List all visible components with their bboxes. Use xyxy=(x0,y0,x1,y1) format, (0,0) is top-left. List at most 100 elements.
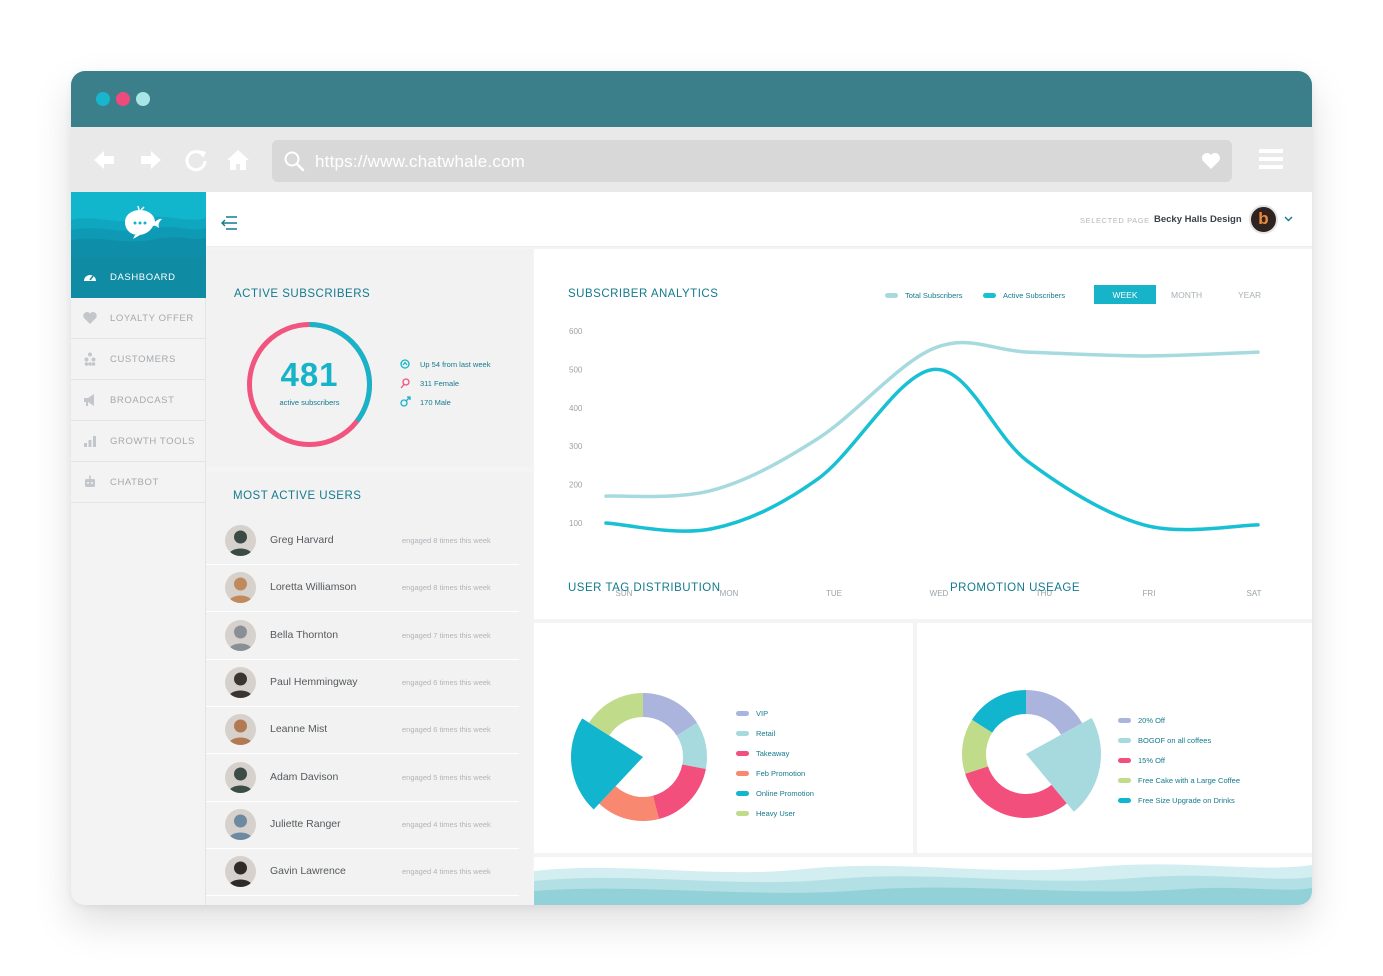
url-text[interactable]: https://www.chatwhale.com xyxy=(315,152,526,171)
sidebar-item-label: LOYALTY OFFER xyxy=(110,313,194,324)
legend-swatch xyxy=(1118,798,1131,803)
hamburger-menu-icon[interactable] xyxy=(1259,147,1283,171)
sidebar-item-broadcast[interactable]: BROADCAST xyxy=(71,380,206,421)
y-tick-label: 400 xyxy=(569,404,583,413)
title-bar xyxy=(71,71,1312,127)
x-tick-label: SAT xyxy=(1247,589,1262,598)
brand-logo[interactable] xyxy=(71,192,206,257)
user-name[interactable]: Loretta Williamson xyxy=(270,581,357,594)
pie-slice xyxy=(971,690,1026,733)
list-item[interactable]: Gavin Lawrence engaged 4 times this week xyxy=(206,848,519,897)
sidebar: DASHBOARD LOYALTY OFFER CUSTOMERS BR xyxy=(71,192,206,905)
selected-page-label: SELECTED PAGE xyxy=(1080,216,1150,225)
avatar[interactable] xyxy=(225,525,256,556)
sidebar-item-customers[interactable]: CUSTOMERS xyxy=(71,339,206,380)
heart-icon xyxy=(83,312,97,324)
user-name[interactable]: Greg Harvard xyxy=(270,534,334,546)
avatar[interactable] xyxy=(225,666,256,698)
sidebar-item-loyalty-offer[interactable]: LOYALTY OFFER xyxy=(71,298,206,339)
collapse-menu-icon[interactable] xyxy=(221,216,238,230)
home-icon[interactable] xyxy=(225,147,251,173)
avatar[interactable] xyxy=(225,856,256,888)
window-dot-icon[interactable] xyxy=(116,92,130,106)
top-header: SELECTED PAGE Becky Halls Design b xyxy=(206,192,1312,247)
range-tab-month[interactable]: MONTH xyxy=(1171,290,1203,300)
legend-active-subscribers: Active Subscribers xyxy=(1003,291,1066,300)
back-arrow-icon[interactable] xyxy=(91,147,117,173)
total-subscribers-line xyxy=(604,340,1260,499)
x-tick-label: MON xyxy=(720,589,739,598)
legend-item: Free Cake with a Large Coffee xyxy=(1138,776,1241,785)
legend-swatch xyxy=(736,711,749,716)
legend-swatch xyxy=(1118,758,1131,763)
legend-item: Heavy User xyxy=(756,809,796,818)
window-dot-icon[interactable] xyxy=(96,92,110,106)
legend-item: 15% Off xyxy=(1138,756,1165,765)
pie-slice xyxy=(652,764,706,819)
app-content: DASHBOARD LOYALTY OFFER CUSTOMERS BR xyxy=(71,192,1312,905)
user-name[interactable]: Leanne Mist xyxy=(270,723,328,736)
y-tick-label: 300 xyxy=(569,442,583,451)
active-subscriber-count-label: active subscribers xyxy=(279,398,340,407)
user-name[interactable]: Adam Davison xyxy=(270,770,339,783)
list-item[interactable]: Juliette Ranger engaged 4 times this week xyxy=(206,801,519,849)
x-tick-label: TUE xyxy=(826,589,842,598)
range-tab-year[interactable]: YEAR xyxy=(1238,290,1262,300)
user-engagement: engaged 8 times this week xyxy=(402,536,491,545)
legend-swatch xyxy=(736,811,749,816)
range-tab-week[interactable]: WEEK xyxy=(1094,285,1156,304)
legend-swatch xyxy=(736,751,749,756)
avatar[interactable] xyxy=(225,808,256,840)
avatar[interactable]: b xyxy=(1249,205,1278,234)
user-name[interactable]: Paul Hemmingway xyxy=(270,675,358,688)
heart-icon[interactable] xyxy=(1201,152,1221,170)
avatar[interactable] xyxy=(225,572,256,604)
sidebar-item-chatbot[interactable]: CHATBOT xyxy=(71,462,206,503)
legend-total-subscribers: Total Subscribers xyxy=(905,291,963,300)
subscriber-analytics-panel xyxy=(534,249,1312,619)
list-item[interactable]: Greg Harvard engaged 8 times this week xyxy=(206,517,519,565)
legend-item: Online Promotion xyxy=(756,789,814,798)
list-item[interactable]: Loretta Williamson engaged 8 times this w… xyxy=(206,564,519,613)
x-tick-label: FRI xyxy=(1143,589,1156,598)
selected-page-name[interactable]: Becky Halls Design xyxy=(1154,214,1242,225)
legend-item: Retail xyxy=(756,729,776,738)
list-item[interactable]: Adam Davison engaged 5 times this week xyxy=(206,754,519,802)
address-bar[interactable]: https://www.chatwhale.com xyxy=(272,140,1232,182)
pie-slice xyxy=(571,718,643,810)
reload-icon[interactable] xyxy=(183,147,209,173)
wave-background xyxy=(71,192,206,257)
y-tick-label: 600 xyxy=(569,327,583,336)
avatar[interactable] xyxy=(225,761,256,793)
legend-swatch xyxy=(736,791,749,796)
window-dot-icon[interactable] xyxy=(136,92,150,106)
active-subscriber-count: 481 xyxy=(280,356,339,393)
pie-slice xyxy=(676,722,707,769)
most-active-users-title: MOST ACTIVE USERS xyxy=(233,490,362,502)
list-item[interactable]: Paul Hemmingway engaged 6 times this week xyxy=(206,659,519,707)
list-item[interactable]: Bella Thornton engaged 7 times this week xyxy=(206,612,519,660)
sidebar-item-growth-tools[interactable]: GROWTH TOOLS xyxy=(71,421,206,462)
subscriber-analytics-title: SUBSCRIBER ANALYTICS xyxy=(568,288,719,300)
pie-slice xyxy=(599,786,659,821)
wave-decoration xyxy=(534,857,1312,905)
subscribers-ring-chart xyxy=(247,322,372,447)
list-item[interactable]: Leanne Mist engaged 6 times this week xyxy=(206,706,519,755)
user-name[interactable]: Juliette Ranger xyxy=(270,817,341,830)
pie-slice xyxy=(588,693,643,736)
legend-item: BOGOF on all coffees xyxy=(1138,736,1212,745)
male-icon xyxy=(400,396,411,407)
user-engagement: engaged 6 times this week xyxy=(402,677,491,687)
legend-item: VIP xyxy=(756,709,769,718)
legend-item: 20% Off xyxy=(1138,716,1165,725)
user-name[interactable]: Gavin Lawrence xyxy=(270,865,346,878)
stat-weekly-change: Up 54 from last week xyxy=(420,360,491,369)
robot-icon xyxy=(85,475,95,487)
promotion-usage-title: PROMOTION USEAGE xyxy=(950,582,1081,594)
chevron-down-icon[interactable] xyxy=(1284,216,1293,222)
avatar[interactable] xyxy=(225,714,256,746)
sidebar-item-dashboard[interactable]: DASHBOARD xyxy=(71,257,206,298)
user-name[interactable]: Bella Thornton xyxy=(270,628,339,641)
forward-arrow-icon[interactable] xyxy=(138,147,164,173)
avatar[interactable] xyxy=(225,619,256,651)
